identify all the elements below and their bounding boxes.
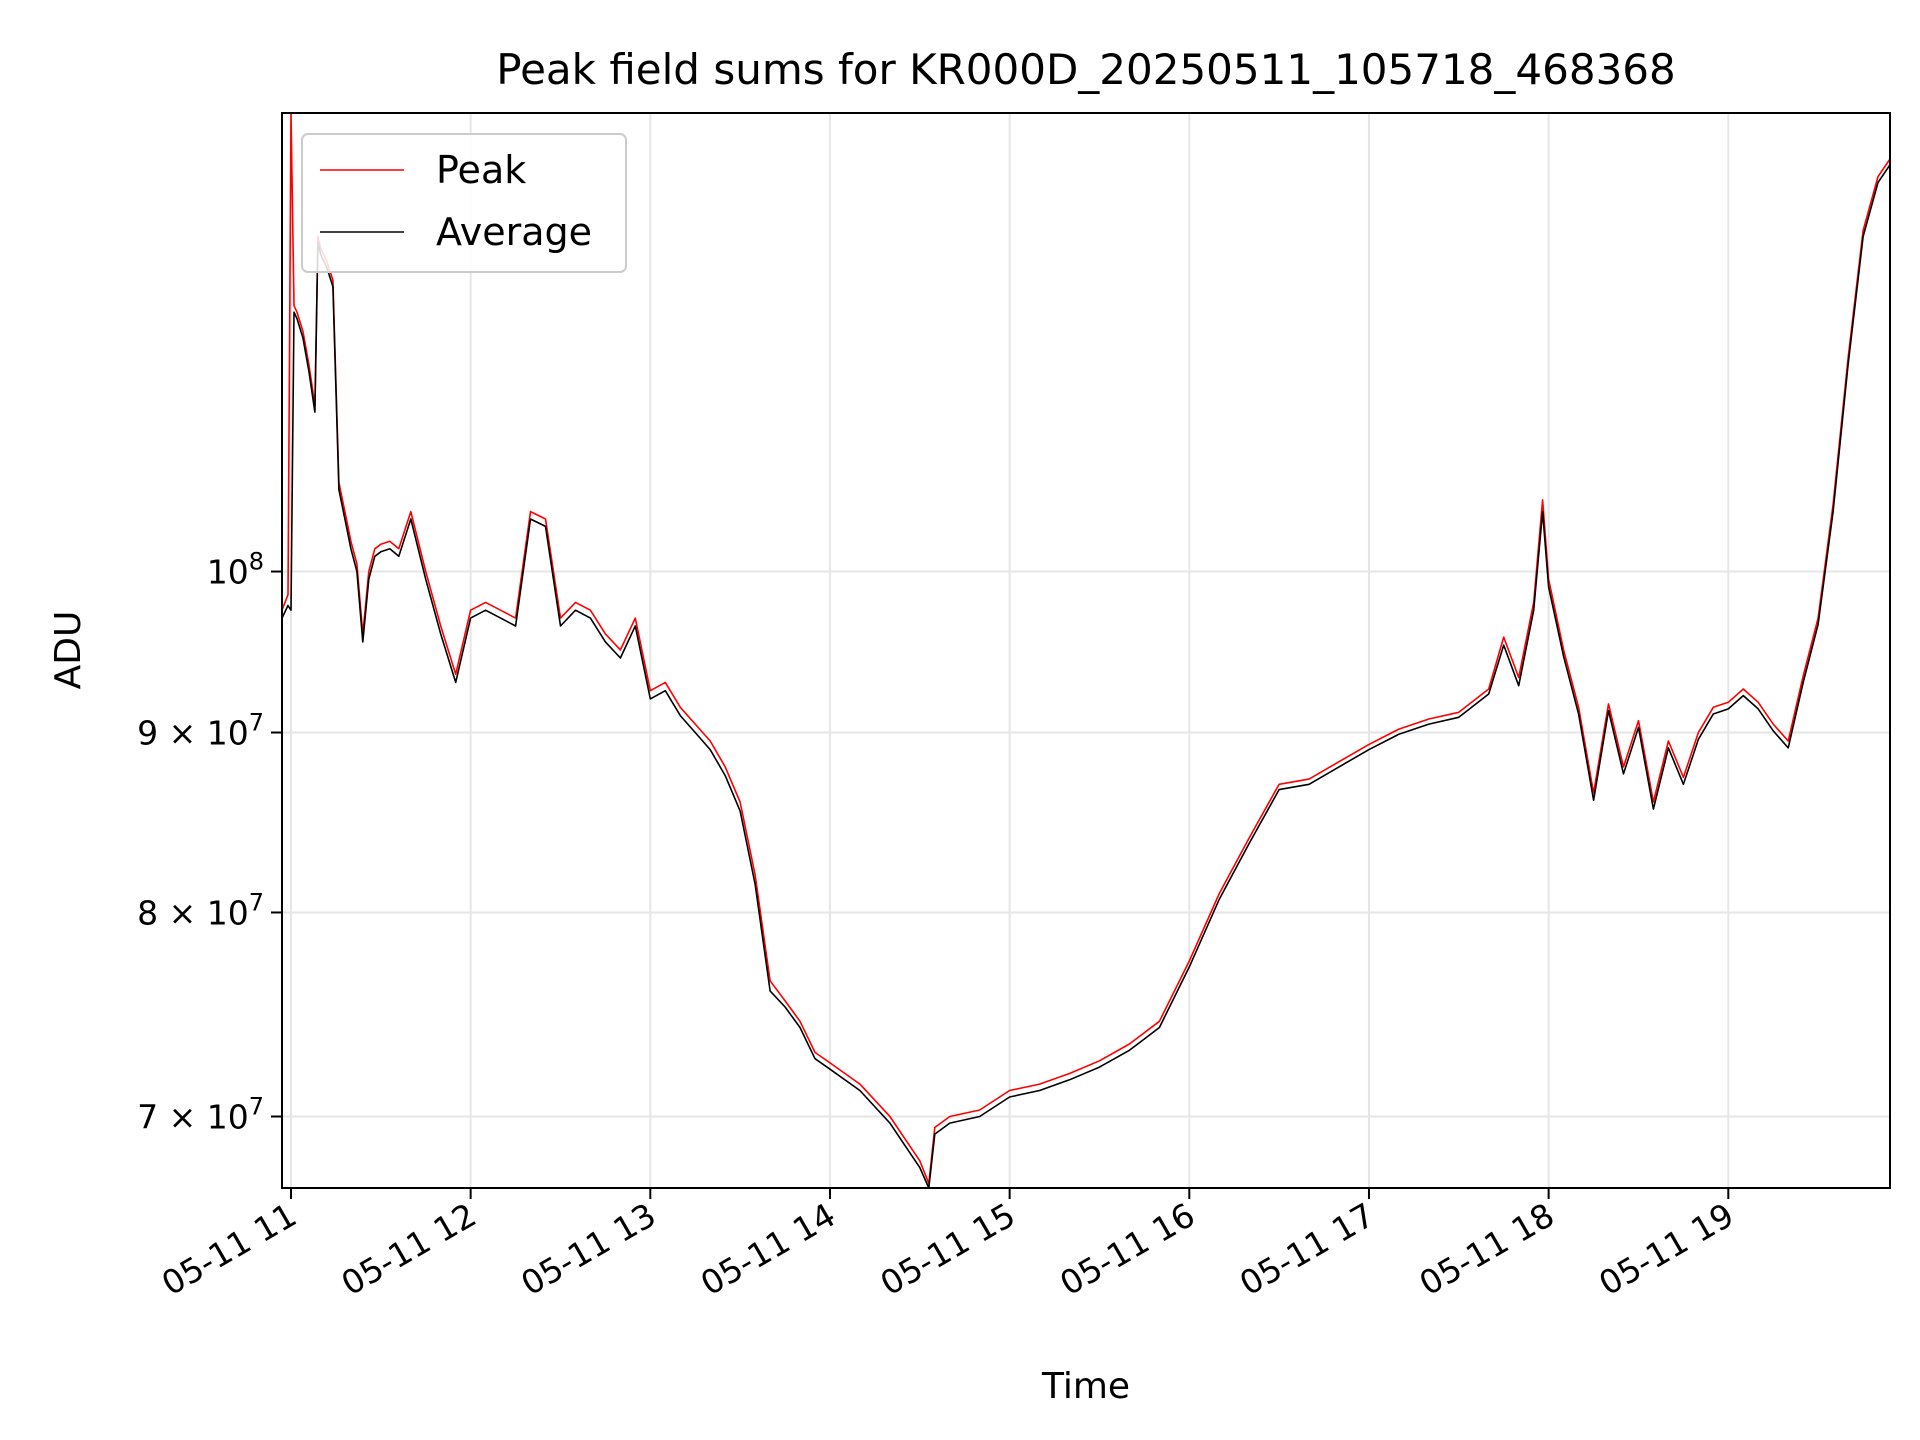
y-tick-label: 7 × 107 [137, 1093, 264, 1137]
y-tick-label: 108 [207, 548, 264, 592]
legend-box [301, 133, 627, 273]
y-axis-label: ADU [48, 611, 89, 690]
series-line-average [281, 164, 1891, 1189]
series-lines [281, 112, 1891, 1189]
chart-title: Peak field sums for KR000D_20250511_1057… [496, 45, 1675, 94]
grid-lines [282, 113, 1890, 1188]
legend-label-average: Average [436, 210, 592, 254]
plot-area-frame [281, 112, 1891, 1189]
y-tick-label: 8 × 107 [137, 888, 264, 932]
y-tick-label: 9 × 107 [137, 709, 264, 753]
x-axis-label: Time [1041, 1366, 1130, 1407]
legend-label-peak: Peak [436, 148, 526, 192]
legend: Peak Average [301, 133, 627, 273]
y-axis-ticks: 108 9 × 107 8 × 107 7 × 107 [137, 548, 282, 1137]
series-line-peak [281, 112, 1891, 1185]
